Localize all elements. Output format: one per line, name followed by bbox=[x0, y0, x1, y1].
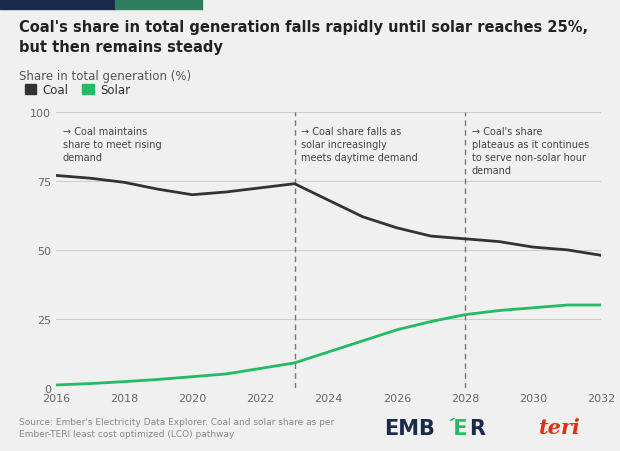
Text: Source: Ember's Electricity Data Explorer. Coal and solar share as per
Ember-TER: Source: Ember's Electricity Data Explore… bbox=[19, 417, 334, 438]
Text: Coal's share in total generation falls rapidly until solar reaches 25%,
but then: Coal's share in total generation falls r… bbox=[19, 20, 588, 55]
Text: teri: teri bbox=[539, 417, 581, 437]
Text: R: R bbox=[469, 419, 485, 438]
Bar bbox=[115, 0, 202, 10]
Bar bbox=[0, 0, 115, 10]
Text: → Coal share falls as
solar increasingly
meets daytime demand: → Coal share falls as solar increasingly… bbox=[301, 126, 418, 163]
Legend: Coal, Solar: Coal, Solar bbox=[25, 84, 130, 97]
Text: Έ: Έ bbox=[450, 419, 467, 438]
Text: Share in total generation (%): Share in total generation (%) bbox=[19, 70, 191, 83]
Text: → Coal maintains
share to meet rising
demand: → Coal maintains share to meet rising de… bbox=[63, 126, 161, 163]
Text: EMB: EMB bbox=[384, 419, 435, 438]
Text: → Coal's share
plateaus as it continues
to serve non-solar hour
demand: → Coal's share plateaus as it continues … bbox=[472, 126, 589, 176]
